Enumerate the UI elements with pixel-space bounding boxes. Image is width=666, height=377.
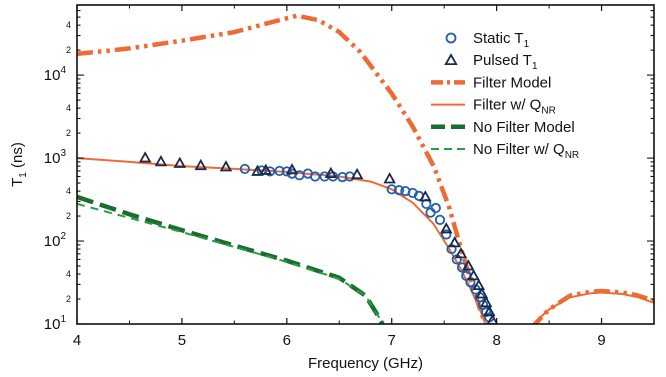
legend-label-name: Filter Model	[473, 74, 551, 91]
pulsed-t1-point	[454, 247, 468, 259]
y-minor-tick-label: 4	[66, 186, 71, 196]
legend-label-name: Static T	[473, 30, 524, 47]
y-minor-tick-label: 2	[66, 211, 71, 221]
pulsed-t1-point	[483, 305, 496, 317]
legend-label: No Filter w/ QNR	[473, 141, 579, 161]
static-t1-point	[430, 202, 441, 214]
static-t1-point	[441, 229, 452, 240]
static-t1-point	[274, 165, 285, 177]
series-line-5	[77, 202, 384, 324]
legend-label: Pulsed T1	[473, 52, 538, 72]
static-t1-point	[434, 214, 446, 225]
y-tick-label: 101	[44, 314, 67, 333]
y-tick-label: 103	[44, 148, 67, 167]
legend-label-subscript: 1	[524, 39, 530, 50]
y-tick-base: 10	[44, 67, 61, 84]
x-tick-label: 9	[597, 332, 605, 349]
pulsed-t1-point	[138, 151, 152, 163]
y-tick-base: 10	[44, 316, 61, 333]
static-t1-point	[310, 171, 321, 182]
pulsed-t1-point	[479, 295, 493, 308]
legend-marker-circle	[445, 32, 457, 44]
static-t1-point	[456, 262, 468, 273]
plot-frame	[76, 4, 655, 325]
series-line-4	[77, 194, 385, 324]
y-tick-exponent: 3	[60, 148, 66, 159]
x-tick-label: 6	[283, 332, 291, 349]
y-minor-tick-label: 2	[66, 294, 71, 304]
static-t1-point	[425, 207, 436, 218]
pulsed-t1-point	[462, 259, 475, 271]
y-tick-exponent: 2	[60, 231, 66, 242]
y-minor-tick-label: 4	[66, 269, 71, 279]
y-axis-title-unit: (ns)	[9, 142, 26, 172]
legend-label-subscript: NR	[541, 106, 555, 117]
static-t1-point	[264, 166, 276, 177]
pulsed-t1-point	[419, 190, 432, 202]
series-line-2	[77, 13, 654, 324]
legend-label: Filter w/ QNR	[473, 97, 556, 117]
y-tick-base: 10	[44, 233, 61, 250]
y-tick-exponent: 1	[60, 314, 66, 325]
y-minor-tick-label: 2	[66, 128, 71, 138]
legend-label-name: No Filter Model	[473, 119, 575, 136]
pulsed-t1-point	[439, 222, 453, 234]
y-tick-label: 104	[44, 65, 67, 84]
series-line-3	[77, 157, 654, 324]
y-axis-title: T1 (ns)	[9, 142, 29, 187]
legend-label-subscript: 1	[532, 61, 538, 72]
static-t1-point	[386, 184, 397, 195]
y-minor-tick-label: 4	[66, 20, 71, 30]
pulsed-t1-point	[194, 158, 208, 171]
pulsed-t1-point	[154, 155, 168, 167]
y-axis-title-base: T	[9, 178, 26, 187]
pulsed-t1-point	[350, 167, 364, 180]
legend-label-name: No Filter w/ Q	[473, 141, 565, 158]
legend-label-name: Pulsed T	[473, 52, 532, 69]
pulsed-t1-point	[472, 278, 486, 291]
pulsed-t1-point	[486, 313, 499, 324]
x-axis-title: Frequency (GHz)	[308, 355, 423, 372]
x-tick-label: 7	[388, 332, 396, 349]
pulsed-t1-point	[324, 166, 338, 178]
legend-label-name: Filter w/ Q	[473, 97, 541, 114]
static-t1-point	[281, 166, 292, 177]
pulsed-t1-point	[219, 160, 233, 172]
y-minor-tick-label: 2	[66, 45, 71, 55]
pulsed-t1-point	[383, 172, 396, 184]
pulsed-t1-point	[173, 156, 187, 168]
static-t1-point	[239, 163, 250, 175]
y-tick-label: 102	[44, 231, 67, 250]
pulsed-t1-point	[467, 269, 480, 281]
legend-label: Static T1	[473, 30, 530, 50]
y-axis-title-subscript: 1	[18, 172, 29, 178]
pulsed-t1-point	[448, 236, 461, 248]
y-tick-exponent: 4	[60, 65, 66, 76]
static-t1-point	[337, 171, 348, 183]
legend-label: No Filter Model	[473, 119, 575, 136]
static-t1-point	[393, 185, 405, 196]
y-tick-base: 10	[44, 150, 61, 167]
pulsed-t1-point	[475, 287, 489, 299]
pulsed-t1-point	[251, 164, 264, 176]
legend-label-subscript: NR	[565, 150, 579, 161]
pulsed-t1-point	[259, 163, 273, 175]
pulsed-t1-point	[285, 163, 299, 175]
y-minor-tick-label: 4	[66, 103, 71, 113]
legend-marker-triangle	[444, 53, 458, 65]
x-tick-label: 5	[178, 332, 186, 349]
legend-label: Filter Model	[473, 74, 551, 91]
x-tick-label: 4	[73, 332, 81, 349]
x-tick-label: 8	[492, 332, 500, 349]
